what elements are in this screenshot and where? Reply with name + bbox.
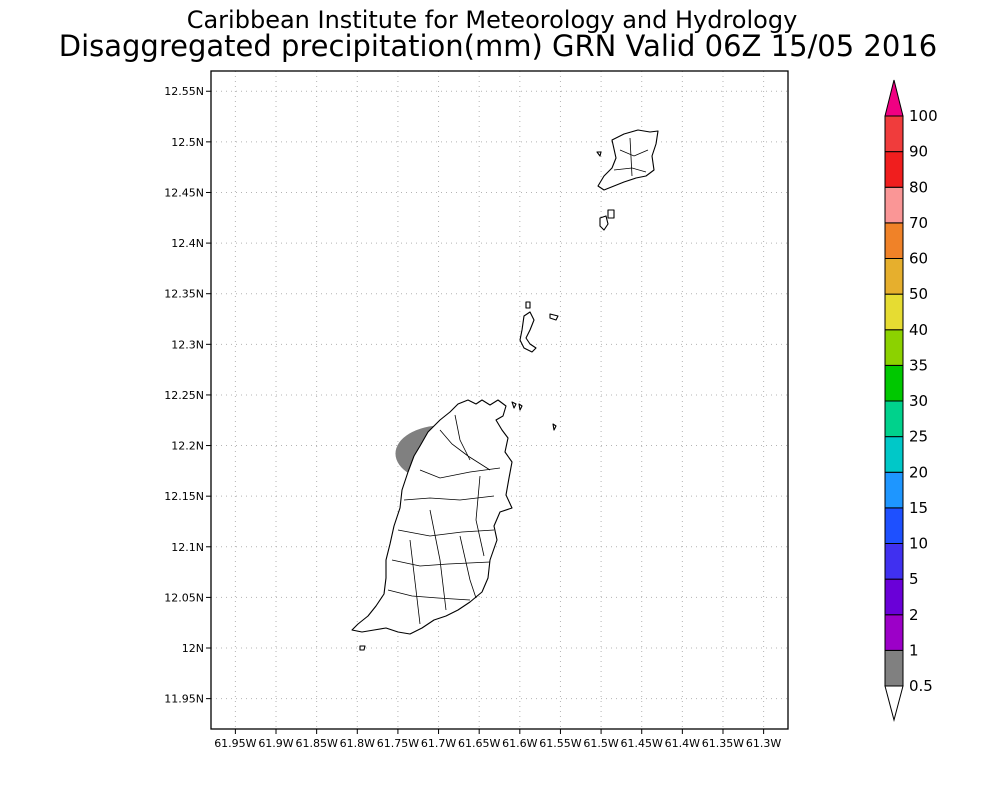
colorbar-level-label: 100 [909, 107, 938, 125]
islet-outline [607, 209, 615, 219]
colorbar-level-label: 80 [909, 178, 928, 196]
colorbar-level-label: 15 [909, 499, 928, 517]
y-tick-label: 12.05N [164, 591, 204, 604]
carriacou-parish-boundary [613, 137, 649, 177]
colorbar-swatch [884, 436, 904, 473]
colorbar-swatch [884, 151, 904, 188]
colorbar-bottom-triangle [884, 685, 904, 722]
colorbar-swatch [884, 507, 904, 544]
y-tick-label: 12.5N [171, 136, 204, 149]
carriacou-island-outline [597, 129, 659, 191]
x-tick-label: 61.5W [583, 737, 618, 750]
x-tick-label: 61.35W [702, 737, 744, 750]
colorbar-level-label: 20 [909, 463, 928, 481]
colorbar-swatch [884, 578, 904, 616]
colorbar-swatch [884, 329, 904, 366]
y-tick-label: 12.55N [164, 85, 204, 98]
x-tick-label: 61.4W [665, 737, 700, 750]
x-tick-label: 61.6W [502, 737, 537, 750]
x-tick-label: 61.75W [377, 737, 419, 750]
parish-boundary [387, 414, 501, 625]
x-tick-label: 61.8W [340, 737, 375, 750]
y-tick-label: 12.25N [164, 389, 204, 402]
x-tick-label: 61.95W [214, 737, 256, 750]
y-tick-label: 12.3N [171, 338, 204, 351]
colorbar-level-label: 5 [909, 570, 919, 588]
colorbar-swatch [884, 649, 904, 687]
x-tick-label: 61.3W [746, 737, 781, 750]
x-tick-label: 61.7W [421, 737, 456, 750]
islet-outline [359, 645, 366, 651]
islet-outline [549, 313, 559, 321]
colorbar-level-label: 60 [909, 250, 928, 268]
y-tick-label: 12.45N [164, 186, 204, 199]
colorbar-level-label: 70 [909, 214, 928, 232]
map-frame-background [211, 71, 788, 729]
colorbar-swatch [884, 400, 904, 438]
x-tick-label: 61.65W [458, 737, 500, 750]
colorbar-level-label: 90 [909, 143, 928, 161]
islet-outline [518, 403, 523, 411]
colorbar-level-label: 2 [909, 606, 919, 624]
colorbar-top-triangle [884, 79, 904, 117]
grid-lines [211, 71, 788, 729]
y-axis-labels: 11.95N 12N 12.05N 12.1N 12.15N 12.2N 12.25N 12.… [164, 85, 211, 706]
colorbar-level-label: 0.5 [909, 677, 933, 695]
y-tick-label: 12.35N [164, 288, 204, 301]
islet-outline [519, 311, 537, 353]
colorbar-swatch [884, 543, 904, 580]
islet-outline [596, 151, 602, 157]
colorbar-level-label: 50 [909, 285, 928, 303]
colorbar-level-label: 40 [909, 321, 928, 339]
y-tick-label: 12.1N [171, 541, 204, 554]
colorbar-swatch [884, 186, 904, 224]
colorbar-swatch [884, 364, 904, 402]
x-tick-label: 61.85W [295, 737, 337, 750]
x-tick-label: 61.55W [539, 737, 581, 750]
x-tick-label: 61.9W [258, 737, 293, 750]
map-frame-border [210, 70, 789, 730]
colorbar-level-label: 10 [909, 535, 928, 553]
y-tick-label: 12.2N [171, 440, 204, 453]
colorbar-level-label: 1 [909, 641, 919, 659]
islet-outline [599, 215, 609, 231]
map-panel: 61.95W 61.9W 61.85W 61.8W 61.75W 61.7W 61.65W 6… [164, 70, 789, 750]
colorbar-swatch [884, 471, 904, 509]
y-tick-label: 12.4N [171, 237, 204, 250]
colorbar-swatch [884, 614, 904, 651]
x-tick-label: 61.45W [621, 737, 663, 750]
islet-outline [552, 423, 557, 431]
land-outlines [351, 129, 659, 651]
y-tick-label: 12N [182, 642, 204, 655]
colorbar-level-label: 30 [909, 392, 928, 410]
colorbar-swatch [884, 258, 904, 295]
map-title: Caribbean Institute for Meteorology and … [187, 6, 798, 34]
x-axis-labels: 61.95W 61.9W 61.85W 61.8W 61.75W 61.7W 61.65W 6… [214, 729, 781, 750]
islet-outline [525, 301, 531, 309]
colorbar-level-label: 35 [909, 356, 928, 374]
y-tick-label: 11.95N [164, 693, 204, 706]
y-tick-label: 12.15N [164, 490, 204, 503]
colorbar-swatch [884, 115, 904, 153]
colorbar-swatch [884, 293, 904, 331]
colorbar-swatch [884, 222, 904, 259]
colorbar-level-label: 25 [909, 428, 928, 446]
map-subtitle: Disaggregated precipitation(mm) GRN Vali… [59, 29, 937, 63]
islet-outline [511, 401, 517, 409]
